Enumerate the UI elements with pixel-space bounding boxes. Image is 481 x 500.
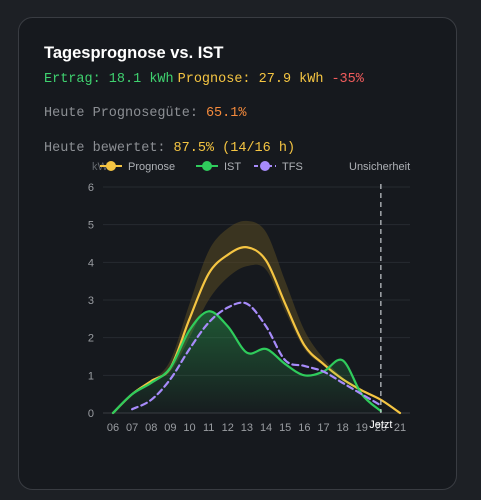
x-tick-label: 17	[317, 422, 329, 434]
line	[111, 310, 382, 415]
y-tick-label: 1	[88, 370, 94, 382]
stat-text: -35%	[331, 72, 364, 87]
x-tick-label: 14	[260, 422, 272, 434]
uncertainty-band	[113, 220, 400, 413]
y-tick-label: 0	[88, 408, 94, 420]
stat-text: 87.5% (14/16 h)	[174, 141, 296, 156]
x-tick-label: 15	[279, 422, 291, 434]
x-tick-label: 19	[356, 422, 368, 434]
line	[131, 301, 382, 411]
card-title: Tagesprognose vs. IST	[44, 44, 223, 62]
x-tick-label: 13	[241, 422, 253, 434]
stat-text: Ertrag: 18.1 kWh	[44, 72, 174, 87]
x-tick-label: 12	[222, 422, 234, 434]
stats: Ertrag: 18.1 kWh Prognose: 27.9 kWh -35% He…	[44, 72, 365, 156]
legend-label: Unsicherheit	[349, 161, 410, 173]
stat-text: Prognose: 27.9 kWh	[178, 72, 324, 87]
stat-text: Heute bewertet:	[44, 141, 166, 156]
y-tick-label: 5	[88, 220, 94, 232]
x-tick-label: 08	[145, 422, 157, 434]
y-tick-label: 2	[88, 333, 94, 345]
stat-line: Heute bewertet: 87.5% (14/16 h)	[44, 141, 295, 156]
area	[113, 311, 381, 413]
y-tick-label: 3	[88, 295, 94, 307]
x-tick-label: 09	[164, 422, 176, 434]
legend-item[interactable]: Unsicherheit	[349, 161, 410, 173]
x-tick-label: 11	[203, 422, 214, 434]
legend-item[interactable]: IST	[196, 161, 241, 173]
stat-line: Heute Prognosegüte: 65.1%	[44, 106, 247, 121]
x-tick-label: 07	[126, 422, 138, 434]
y-tick-label: 4	[88, 257, 94, 269]
legend-label: TFS	[282, 161, 303, 173]
y-tick-label: 6	[88, 182, 94, 194]
stat-text: 65.1%	[206, 106, 247, 121]
legend-dot	[260, 161, 270, 171]
x-tick-label: 21	[394, 422, 406, 434]
legend-item[interactable]: TFS	[254, 161, 303, 173]
legend-label: IST	[224, 161, 241, 173]
stat-line: Ertrag: 18.1 kWh Prognose: 27.9 kWh -35%	[44, 72, 365, 87]
legend-dot	[202, 161, 212, 171]
x-tick-label: 16	[298, 422, 310, 434]
legend-dot	[106, 161, 116, 171]
x-tick-label: 10	[183, 422, 195, 434]
x-tick-label: 06	[107, 422, 119, 434]
legend-item[interactable]: Prognose	[100, 161, 175, 173]
stat-text: Heute Prognosegüte:	[44, 106, 198, 121]
now-label: Jetzt	[369, 419, 392, 431]
legend-label: Prognose	[128, 161, 175, 173]
x-tick-label: 20	[375, 422, 387, 434]
x-tick-label: 18	[336, 422, 348, 434]
